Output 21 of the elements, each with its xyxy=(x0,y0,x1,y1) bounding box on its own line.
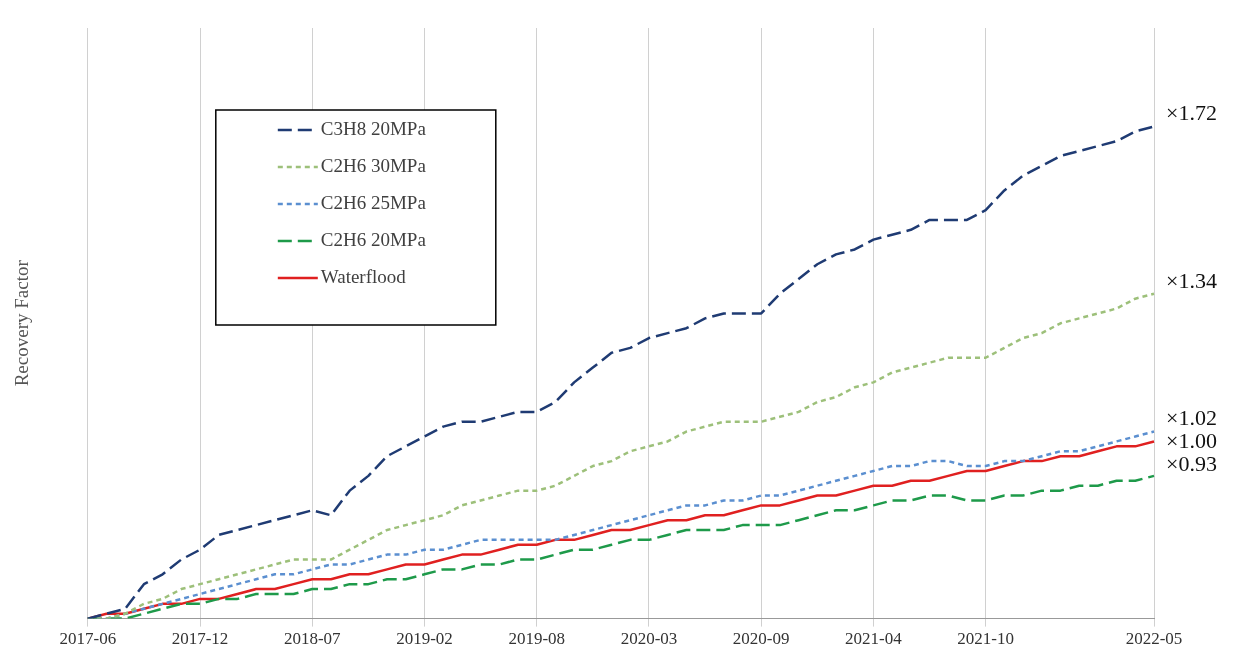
x-tick-label: 2017-12 xyxy=(171,629,229,649)
x-tick-label: 2017-06 xyxy=(59,629,117,649)
legend-label: C2H6 30MPa xyxy=(320,154,427,176)
legend-label: C2H6 20MPa xyxy=(320,228,427,250)
annotation: ×1.02 xyxy=(1166,405,1217,431)
x-tick-label: 2018-07 xyxy=(283,629,342,649)
x-tick-label: 2019-02 xyxy=(396,629,453,649)
annotation: ×0.93 xyxy=(1166,451,1217,477)
annotation: ×1.72 xyxy=(1166,100,1217,126)
legend-label: Waterflood xyxy=(320,265,407,287)
x-tick-label: 2020-03 xyxy=(620,629,678,649)
x-tick-label: 2022-05 xyxy=(1125,629,1183,649)
x-tick-label: 2020-09 xyxy=(732,629,790,649)
x-tick-label: 2019-08 xyxy=(508,629,566,649)
x-tick-label: 2021-10 xyxy=(957,629,1014,649)
annotation: ×1.00 xyxy=(1166,428,1217,454)
y-axis-title: Recovery Factor xyxy=(11,259,33,387)
legend-label: C3H8 20MPa xyxy=(320,117,427,139)
legend-label: C2H6 25MPa xyxy=(320,191,427,213)
x-tick-label: 2021-04 xyxy=(845,629,903,649)
annotation: ×1.34 xyxy=(1166,267,1217,293)
